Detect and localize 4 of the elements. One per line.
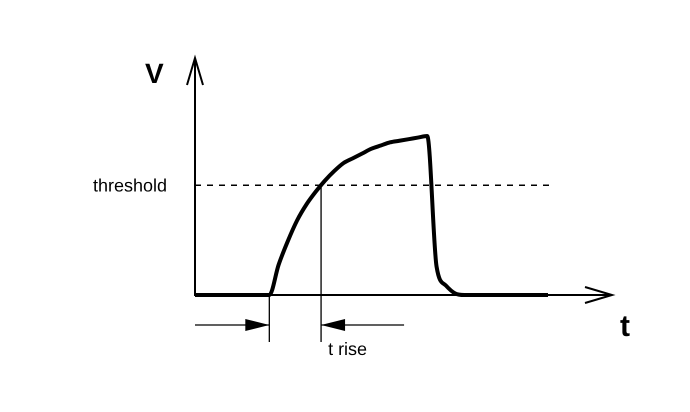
ref-line-label: threshold — [92, 175, 167, 196]
text: t rise — [328, 339, 368, 360]
y-axis-title: V — [145, 58, 164, 90]
x-axis-title: t — [620, 310, 630, 344]
